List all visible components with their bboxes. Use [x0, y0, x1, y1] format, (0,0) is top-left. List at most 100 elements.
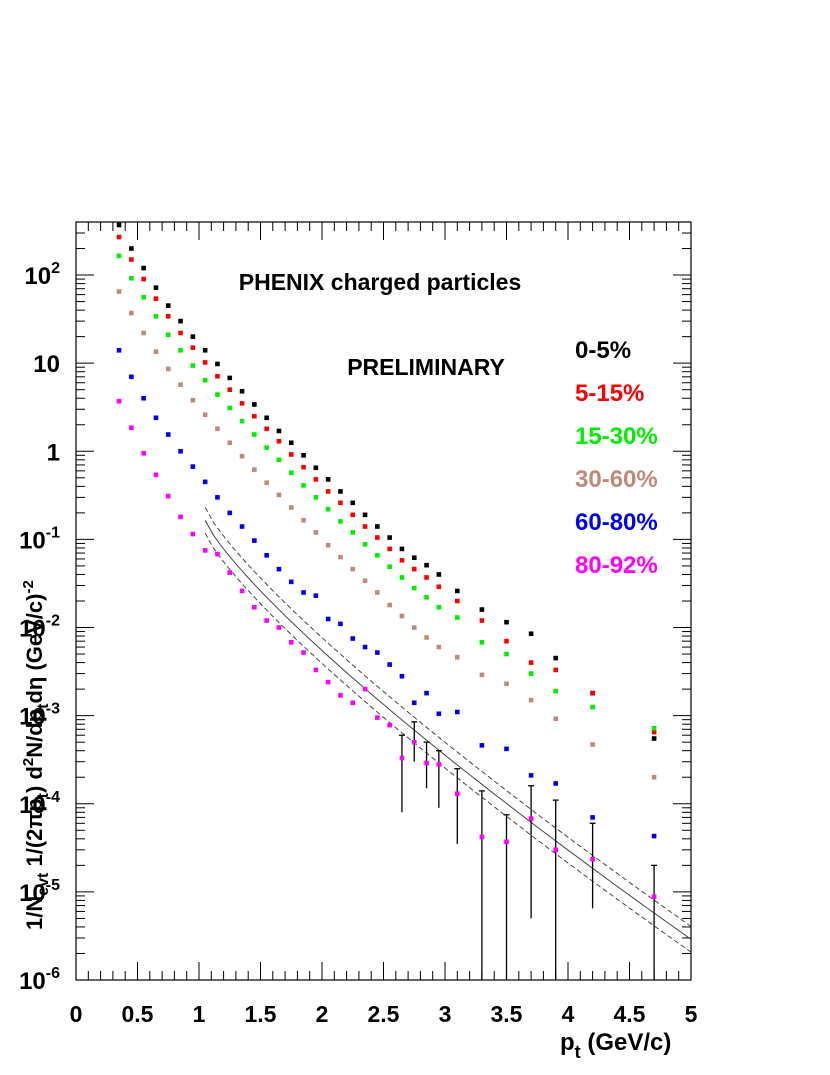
- data-point: [399, 575, 405, 580]
- data-point: [288, 452, 294, 457]
- data-point: [375, 553, 380, 558]
- data-point: [651, 774, 657, 780]
- chart-title: PHENIX charged particles: [239, 269, 522, 295]
- data-point: [239, 453, 245, 459]
- data-point: [455, 615, 460, 620]
- data-point: [264, 415, 269, 421]
- fit-line: [204, 519, 692, 940]
- data-point: [227, 405, 233, 411]
- data-point: [153, 349, 159, 354]
- data-point: [504, 746, 509, 752]
- data-point: [553, 847, 558, 853]
- data-point: [313, 477, 319, 482]
- data-point: [227, 440, 233, 446]
- data-point: [387, 535, 392, 540]
- data-point: [264, 618, 269, 623]
- data-point: [590, 742, 595, 747]
- legend-label: 0-5%: [575, 337, 631, 364]
- data-point: [424, 635, 429, 640]
- data-point: [215, 495, 220, 500]
- data-point: [504, 839, 509, 845]
- error-bars: [398, 721, 658, 980]
- data-point: [227, 510, 233, 516]
- data-point: [455, 598, 460, 604]
- data-point: [325, 506, 331, 512]
- data-point: [325, 616, 331, 622]
- data-point: [215, 373, 220, 379]
- y-tick-label: 10-3: [19, 701, 60, 731]
- data-point: [178, 347, 183, 353]
- data-point: [375, 715, 380, 720]
- data-point: [178, 514, 183, 520]
- data-point: [252, 538, 257, 543]
- data-point: [528, 773, 534, 778]
- data-point: [239, 524, 245, 529]
- series-60-80pct: [116, 347, 657, 839]
- data-point: [411, 700, 417, 706]
- data-point: [276, 428, 282, 434]
- data-point: [436, 711, 442, 717]
- data-point: [455, 791, 460, 797]
- data-point: [252, 413, 257, 419]
- data-point: [202, 377, 208, 383]
- data-point: [528, 697, 534, 703]
- data-point: [651, 725, 657, 731]
- data-point: [239, 401, 245, 406]
- data-point: [455, 588, 460, 594]
- data-point: [301, 517, 306, 523]
- data-point: [190, 531, 196, 537]
- fit-band-lower: [204, 532, 692, 953]
- x-tick-label: 4.5: [614, 1001, 646, 1027]
- data-point: [190, 334, 196, 339]
- data-point: [338, 519, 343, 524]
- data-point: [129, 246, 134, 251]
- data-point: [350, 700, 356, 706]
- data-point: [202, 412, 208, 418]
- data-point: [288, 579, 294, 585]
- x-tick-label: 2: [316, 1001, 329, 1027]
- data-point: [227, 387, 233, 392]
- data-point: [313, 465, 319, 471]
- data-point: [116, 222, 122, 228]
- data-point: [350, 512, 356, 518]
- data-point: [362, 686, 368, 692]
- data-point: [165, 493, 171, 499]
- data-point: [479, 618, 485, 623]
- data-point: [479, 834, 485, 840]
- data-point: [504, 651, 509, 657]
- legend-label: 80-92%: [575, 552, 658, 579]
- data-point: [141, 395, 146, 401]
- data-point: [375, 590, 380, 595]
- fit-curve: [204, 507, 692, 953]
- data-point: [178, 448, 183, 454]
- data-point: [411, 625, 417, 630]
- x-tick-label: 4: [562, 1001, 575, 1027]
- data-point: [141, 265, 146, 271]
- data-point: [399, 546, 405, 552]
- data-point: [553, 667, 558, 673]
- data-point: [350, 566, 356, 572]
- data-point: [325, 542, 331, 548]
- data-point: [436, 572, 442, 577]
- data-point: [362, 512, 368, 518]
- data-point: [375, 650, 380, 655]
- data-point: [153, 415, 159, 421]
- data-point: [387, 722, 392, 728]
- data-point: [436, 644, 442, 650]
- series-30-60pct: [116, 289, 657, 780]
- x-tick-label: 0: [70, 1001, 83, 1027]
- data-point: [116, 398, 122, 404]
- data-point: [411, 555, 417, 561]
- data-point: [301, 453, 306, 458]
- data-point: [338, 621, 343, 627]
- legend-label: 60-80%: [575, 509, 658, 536]
- data-point: [116, 289, 122, 294]
- data-point: [288, 470, 294, 476]
- data-point: [116, 347, 122, 353]
- y-tick-label: 10-1: [19, 524, 60, 554]
- data-point: [424, 595, 429, 600]
- data-point: [479, 743, 485, 748]
- data-point: [424, 562, 429, 568]
- x-tick-labels: 0 0.5 1 1.5 2 2.5 3 3.5 4 4.5 5: [70, 1001, 698, 1027]
